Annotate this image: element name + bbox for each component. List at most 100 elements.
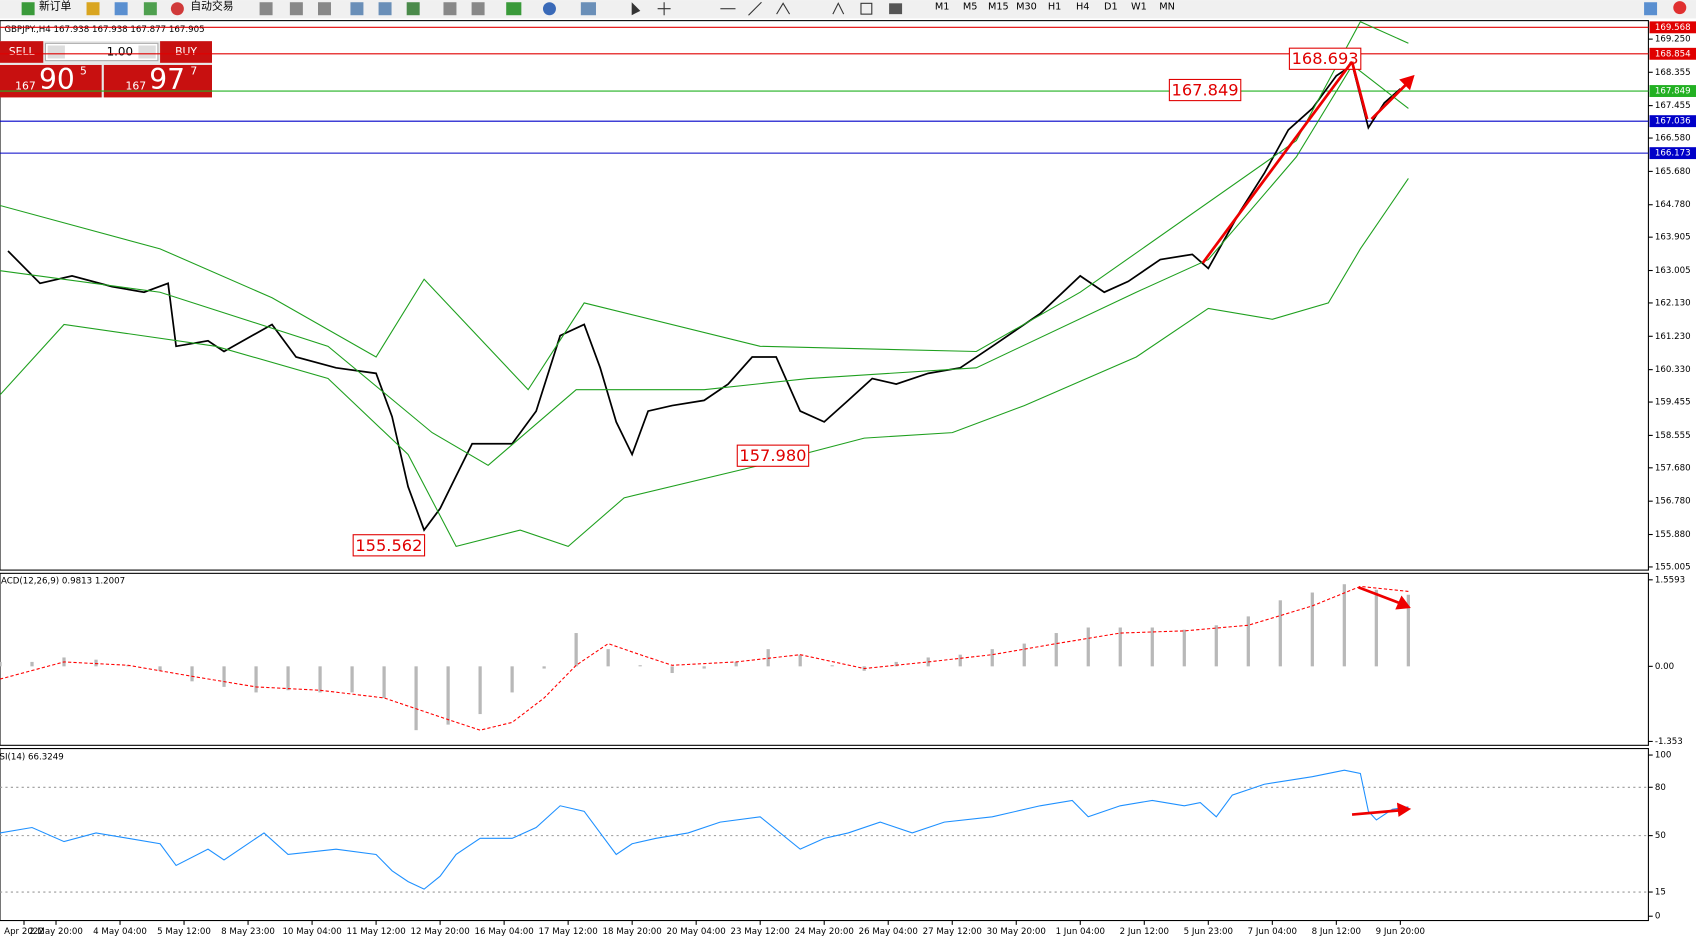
bid-big: 167 bbox=[15, 80, 36, 93]
annotation-box bbox=[352, 534, 426, 557]
macd-bar bbox=[1342, 584, 1346, 667]
timeframe-button[interactable]: H1 bbox=[1048, 2, 1062, 13]
y-tick-label: 162.130 bbox=[1655, 298, 1691, 308]
price-label-bg bbox=[1649, 147, 1696, 160]
lot-up[interactable] bbox=[138, 45, 156, 59]
x-tick-label: Apr 2022 bbox=[4, 927, 44, 937]
toolbar-icon[interactable] bbox=[289, 2, 303, 16]
price-label: 168.854 bbox=[1655, 49, 1691, 59]
y-tick-label: 0 bbox=[1655, 912, 1661, 922]
timeframe-button[interactable]: M5 bbox=[963, 2, 978, 13]
macd-bar bbox=[30, 661, 34, 667]
x-tick-label: 10 May 04:00 bbox=[282, 927, 341, 937]
y-tick-label: 156.780 bbox=[1655, 497, 1691, 507]
trendline-tool[interactable] bbox=[748, 1, 762, 16]
x-tick-label: 16 May 04:00 bbox=[474, 927, 533, 937]
indicators[interactable] bbox=[506, 2, 522, 16]
x-tick-label: 18 May 20:00 bbox=[603, 927, 662, 937]
annotation: 168.693 bbox=[1292, 49, 1359, 68]
timeframe-button[interactable]: D1 bbox=[1104, 2, 1118, 13]
timeframe-button[interactable]: W1 bbox=[1131, 2, 1147, 13]
arrow-head bbox=[1395, 595, 1411, 610]
drawn-arrows bbox=[1201, 60, 1415, 817]
macd-bar bbox=[542, 666, 546, 669]
buy-label[interactable]: BUY bbox=[175, 45, 197, 58]
search-icon[interactable] bbox=[1644, 2, 1658, 16]
label-tool[interactable] bbox=[860, 2, 873, 15]
macd-bar bbox=[958, 654, 962, 667]
fib-tool[interactable] bbox=[776, 2, 791, 15]
panel-2: 100 80 50 15 0 bbox=[0, 751, 1671, 922]
macd-bar bbox=[1054, 633, 1058, 667]
lot-value[interactable]: 1.00 bbox=[107, 44, 133, 58]
toolbar-icon[interactable] bbox=[471, 2, 485, 16]
toolbar-icon[interactable] bbox=[259, 2, 273, 16]
annotation-box bbox=[736, 444, 810, 467]
bid-fraction: 5 bbox=[80, 64, 87, 77]
macd-bar bbox=[286, 666, 290, 691]
x-tick-label: 1 Jun 04:00 bbox=[1056, 927, 1105, 937]
toolbar-icon[interactable] bbox=[114, 2, 128, 16]
lot-down[interactable] bbox=[47, 45, 65, 59]
series-line bbox=[0, 769, 1409, 890]
cursor-tool[interactable] bbox=[631, 2, 641, 16]
macd-bar bbox=[1118, 627, 1122, 667]
macd-title: MACD(12,26,9) 0.9813 1.2007 bbox=[0, 576, 125, 586]
templates[interactable] bbox=[580, 2, 596, 16]
x-tick-label: 30 May 20:00 bbox=[987, 927, 1046, 937]
notification-icon[interactable] bbox=[1673, 1, 1687, 15]
macd-bar bbox=[478, 666, 482, 715]
periods[interactable] bbox=[542, 2, 556, 16]
bid-box[interactable] bbox=[0, 64, 102, 98]
macd-bar bbox=[574, 633, 578, 667]
new-order-icon[interactable] bbox=[21, 2, 35, 16]
x-tick-label: 8 May 23:00 bbox=[221, 927, 275, 937]
new-order-button[interactable]: 新订单 bbox=[39, 0, 72, 13]
annotation: 157.980 bbox=[739, 446, 806, 465]
y-tick-label: 160.330 bbox=[1655, 365, 1691, 375]
toolbar-icon[interactable] bbox=[318, 2, 331, 16]
y-tick-label: 157.680 bbox=[1655, 463, 1691, 473]
auto-trading-button[interactable]: 自动交易 bbox=[190, 0, 233, 13]
toolbar-icon[interactable] bbox=[86, 2, 100, 16]
macd-bar bbox=[510, 666, 514, 693]
buy-button[interactable] bbox=[160, 41, 212, 63]
price-label: 166.173 bbox=[1655, 149, 1691, 159]
timeframe-button[interactable]: H4 bbox=[1076, 2, 1090, 13]
text-tool[interactable] bbox=[832, 2, 845, 15]
ask-box[interactable] bbox=[103, 64, 212, 98]
timeframe-button[interactable]: MN bbox=[1159, 2, 1175, 13]
price-label-bg bbox=[1649, 115, 1696, 128]
timeframe-button[interactable]: M30 bbox=[1016, 2, 1037, 13]
y-tick-label: 169.250 bbox=[1655, 35, 1691, 45]
macd-bar bbox=[766, 649, 770, 667]
sell-button[interactable] bbox=[0, 41, 44, 63]
toolbar-icon[interactable] bbox=[143, 2, 157, 16]
macd-bar bbox=[606, 649, 610, 667]
y-tick-label: 100 bbox=[1655, 751, 1672, 761]
x-tick-label: 12 May 20:00 bbox=[410, 927, 469, 937]
macd-bar bbox=[0, 661, 2, 667]
macd-bar bbox=[190, 666, 194, 682]
macd-bar bbox=[446, 666, 450, 725]
macd-bar bbox=[1086, 627, 1090, 667]
annotation-box bbox=[1288, 47, 1362, 70]
timeframe-button[interactable]: M15 bbox=[988, 2, 1009, 13]
zoom-in[interactable] bbox=[350, 2, 364, 16]
crosshair-tool[interactable] bbox=[657, 2, 671, 16]
sell-label[interactable]: SELL bbox=[9, 45, 35, 58]
macd-bar bbox=[734, 661, 738, 667]
arrows-tool[interactable] bbox=[889, 3, 903, 15]
y-tick-label: 50 bbox=[1655, 831, 1666, 841]
zoom-out[interactable] bbox=[378, 2, 392, 16]
series-line bbox=[0, 64, 1409, 466]
tile-windows[interactable] bbox=[406, 2, 420, 16]
macd-bar bbox=[382, 666, 386, 698]
timeframe-button[interactable]: M1 bbox=[935, 2, 950, 13]
lot-input[interactable] bbox=[44, 42, 159, 62]
auto-trading-icon[interactable] bbox=[170, 2, 184, 16]
x-tick-label: 2 May 20:00 bbox=[29, 927, 83, 937]
toolbar-icon[interactable] bbox=[443, 2, 457, 16]
